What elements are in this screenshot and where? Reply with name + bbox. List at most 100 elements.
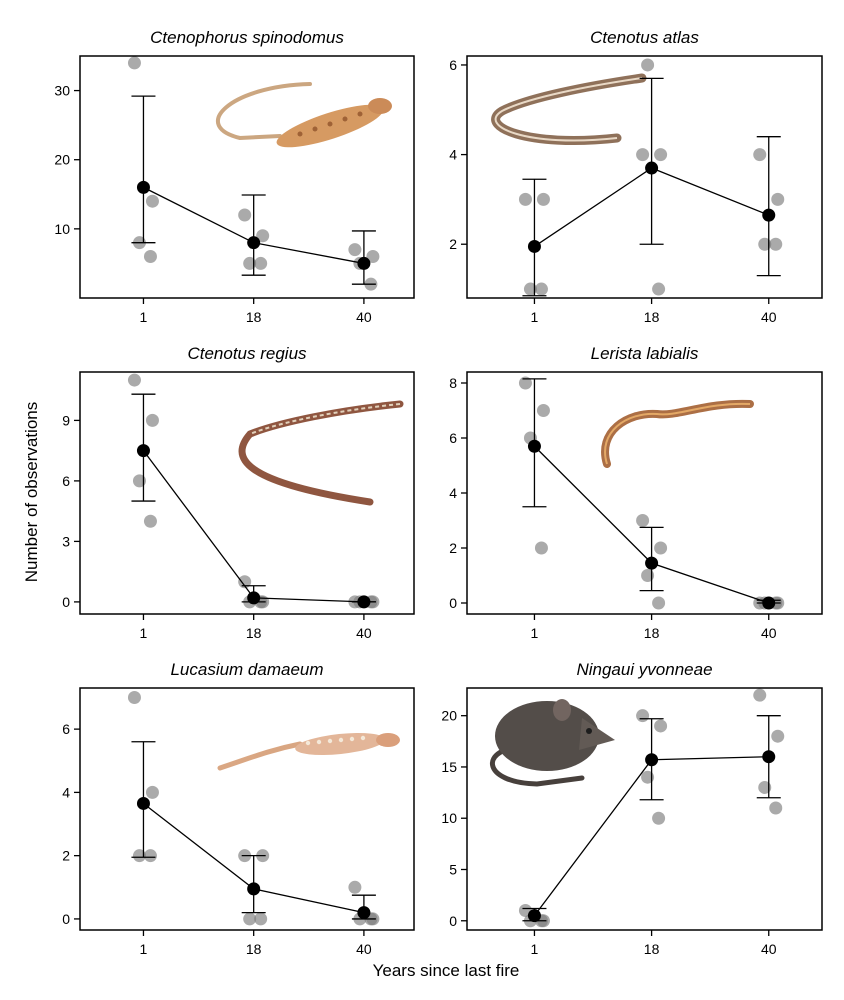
observation-point xyxy=(243,912,257,926)
observation-point xyxy=(771,192,785,206)
mean-point xyxy=(247,882,261,896)
x-tick-label: 1 xyxy=(531,625,539,641)
species-illustration xyxy=(217,732,400,771)
panel-title: Lerista labialis xyxy=(591,344,699,363)
y-tick-label: 6 xyxy=(449,430,457,446)
skink-stripe-shape xyxy=(494,77,643,142)
gecko-head-shape xyxy=(376,733,400,747)
observation-point xyxy=(366,250,380,264)
lizard-spot-shape xyxy=(312,126,318,132)
mean-point xyxy=(357,256,371,270)
gecko-spot-shape xyxy=(349,736,355,742)
panel: Lucasium damaeum 0 2 4 6 1 18 40 xyxy=(62,660,415,957)
y-tick-label: 10 xyxy=(54,221,70,237)
observation-point xyxy=(518,376,532,390)
mean-point xyxy=(136,180,150,194)
mean-point xyxy=(357,906,371,920)
observation-point xyxy=(652,282,666,296)
mean-line xyxy=(142,450,364,603)
y-axis-label: Number of observations xyxy=(22,402,41,582)
observation-point xyxy=(769,801,783,815)
mean-point xyxy=(136,796,150,810)
y-tick-label: 20 xyxy=(441,708,457,724)
gecko-spot-shape xyxy=(360,735,366,741)
y-tick-label: 4 xyxy=(62,784,70,800)
gecko-tail-shape xyxy=(217,741,303,771)
x-tick-label: 18 xyxy=(246,941,262,957)
observation-point xyxy=(769,237,783,251)
observation-point xyxy=(654,541,668,555)
mean-point xyxy=(645,161,659,175)
mouse-ear-shape xyxy=(553,699,571,721)
y-tick-label: 20 xyxy=(54,152,70,168)
y-tick-label: 2 xyxy=(62,848,70,864)
observation-point xyxy=(143,514,157,528)
lizard-spot-shape xyxy=(327,121,333,127)
observation-point xyxy=(771,729,785,743)
observation-point xyxy=(254,912,268,926)
mean-point xyxy=(762,750,776,764)
y-tick-label: 6 xyxy=(62,721,70,737)
x-tick-label: 18 xyxy=(644,309,660,325)
x-tick-label: 40 xyxy=(761,625,777,641)
y-tick-label: 8 xyxy=(449,375,457,391)
mean-point xyxy=(527,909,541,923)
lizard-spot-shape xyxy=(357,111,363,117)
observation-point xyxy=(238,575,252,589)
x-tick-label: 18 xyxy=(246,625,262,641)
observation-point xyxy=(145,194,159,208)
gecko-spot-shape xyxy=(305,740,311,746)
panel-title: Ningaui yvonneae xyxy=(576,660,712,679)
observation-point xyxy=(254,256,268,270)
observation-point xyxy=(132,849,146,863)
observation-point xyxy=(243,256,257,270)
y-tick-label: 0 xyxy=(449,913,457,929)
panel: Lerista labialis 0 2 4 6 8 1 18 40 xyxy=(449,344,823,641)
y-tick-label: 0 xyxy=(62,911,70,927)
x-tick-label: 1 xyxy=(531,941,539,957)
x-tick-label: 18 xyxy=(644,941,660,957)
y-tick-label: 30 xyxy=(54,83,70,99)
observation-point xyxy=(145,785,159,799)
gecko-spot-shape xyxy=(316,739,322,745)
observation-point xyxy=(127,56,141,70)
lizard-head-shape xyxy=(368,98,392,114)
lizard-stripe-shape xyxy=(249,403,401,435)
y-tick-label: 3 xyxy=(62,533,70,549)
mouse-body-shape xyxy=(495,701,599,771)
x-tick-label: 40 xyxy=(356,941,372,957)
observation-point xyxy=(758,780,772,794)
mean-point xyxy=(247,591,261,605)
y-tick-label: 4 xyxy=(449,485,457,501)
observation-point xyxy=(536,192,550,206)
observation-point xyxy=(143,849,157,863)
y-tick-label: 6 xyxy=(449,57,457,73)
mean-point xyxy=(762,596,776,610)
species-illustration xyxy=(216,82,392,148)
lizard-spot-shape xyxy=(297,131,303,137)
y-tick-label: 0 xyxy=(449,595,457,611)
observation-point xyxy=(143,250,157,264)
x-tick-label: 18 xyxy=(246,309,262,325)
skink-stripe-shape xyxy=(604,402,751,465)
panel-title: Ctenophorus spinodomus xyxy=(150,28,344,47)
x-axis-label: Years since last fire xyxy=(373,961,520,980)
observation-point xyxy=(534,282,548,296)
observation-point xyxy=(256,229,270,243)
lizard-body-shape xyxy=(238,400,404,506)
x-tick-label: 18 xyxy=(644,625,660,641)
x-tick-label: 1 xyxy=(531,309,539,325)
observation-point xyxy=(652,596,666,610)
observation-point xyxy=(636,514,650,527)
observation-point xyxy=(127,690,141,704)
plot-frame xyxy=(466,55,823,299)
x-tick-label: 1 xyxy=(140,941,148,957)
panel: Ctenotus atlas 2 4 6 1 18 40 xyxy=(449,28,823,325)
y-tick-label: 6 xyxy=(62,473,70,489)
observation-point xyxy=(753,688,767,702)
panel-title: Ctenotus atlas xyxy=(590,28,699,47)
skink-body-shape xyxy=(491,73,647,145)
plot-frame xyxy=(466,687,823,931)
gecko-spot-shape xyxy=(338,737,344,743)
